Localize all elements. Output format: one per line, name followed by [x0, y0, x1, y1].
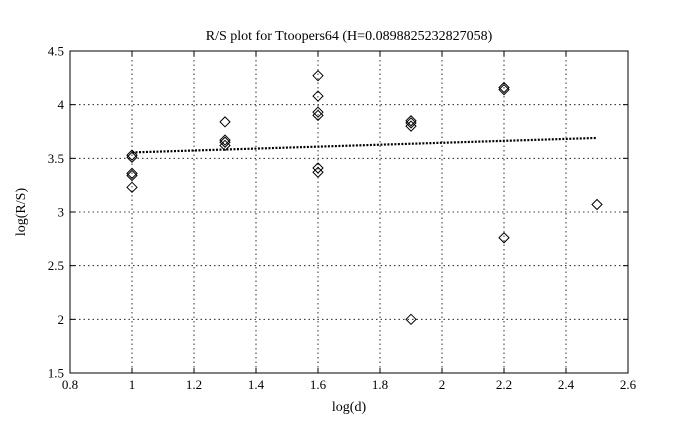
x-tick-label: 2: [439, 377, 446, 392]
data-point-diamond: [126, 167, 138, 180]
data-point-diamond: [591, 198, 603, 211]
x-tick-label: 1: [129, 377, 136, 392]
data-point-diamond: [312, 90, 324, 102]
y-tick-label: 3: [58, 205, 65, 220]
data-point-diamond: [405, 117, 417, 129]
x-tick-labels: 0.8 1 1.2 1.4 1.6 1.8 2 2.2 2.4 2.6: [62, 377, 637, 392]
data-point-diamond: [219, 139, 231, 152]
data-point-diamond: [312, 166, 324, 178]
data-point-diamond: [312, 162, 324, 174]
y-tick-label: 4.5: [48, 44, 64, 59]
x-axis-label: log(d): [332, 400, 367, 415]
data-point-diamond: [126, 169, 138, 182]
grid-lines: [70, 51, 628, 373]
data-point-diamond: [126, 181, 138, 194]
data-point-diamond: [405, 115, 417, 127]
y-tick-label: 2.5: [48, 258, 64, 273]
x-tick-label: 1.4: [248, 377, 265, 392]
y-tick-label: 1.5: [48, 366, 64, 381]
data-point-diamond: [219, 116, 231, 128]
data-point-diamond: [312, 109, 324, 122]
data-point-diamond: [219, 136, 231, 148]
x-tick-label: 1.8: [372, 377, 388, 392]
chart-title: R/S plot for Ttoopers64 (H=0.08988252328…: [206, 29, 493, 44]
data-point-diamond: [498, 83, 510, 96]
data-point-diamond: [405, 120, 417, 132]
y-tick-label: 3.5: [48, 151, 64, 166]
x-tick-label: 2.2: [496, 377, 512, 392]
data-point-diamond: [219, 134, 231, 146]
y-tick-label: 4: [58, 97, 65, 112]
x-tick-label: 1.6: [310, 377, 327, 392]
axis-ticks: [69, 50, 629, 374]
x-tick-label: 2.6: [620, 377, 637, 392]
y-axis-label: log(R/S): [14, 188, 29, 237]
data-point-diamond: [498, 81, 510, 94]
data-point-diamond: [312, 69, 324, 82]
x-tick-label: 0.8: [62, 377, 78, 392]
data-point-diamond: [126, 151, 138, 163]
data-point-diamond: [405, 313, 417, 326]
trend-line: [131, 136, 598, 154]
data-point-diamond: [126, 149, 138, 161]
data-point-diamond: [498, 232, 510, 244]
y-tick-label: 2: [58, 312, 65, 327]
y-tick-labels: 1.5 2 2.5 3 3.5 4 4.5: [48, 44, 65, 381]
data-markers: [126, 69, 603, 326]
data-point-diamond: [312, 106, 324, 118]
x-tick-label: 1.2: [186, 377, 202, 392]
x-tick-label: 2.4: [558, 377, 575, 392]
